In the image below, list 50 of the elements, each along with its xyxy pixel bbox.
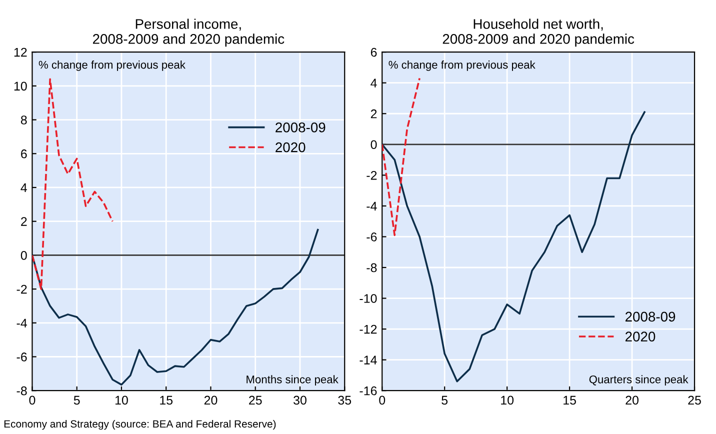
y-tick-label: -6 [366,232,377,242]
chart-title: Personal income, 2008-2009 and 2020 pandemic [92,18,284,47]
x-tick-label: 10 [501,396,514,405]
legend-label: 2020 [626,332,656,342]
text: Economy and Strategy (source: BEA and Federal Reserve) [4,420,276,430]
legend-label: 2008-09 [626,312,676,322]
chart-title: Household net worth, 2008-2009 and 2020 pandemic [442,18,634,47]
y-tick-label: 4 [370,78,377,88]
x-tick-label: 10 [115,396,128,405]
y-tick-label: 6 [370,48,377,57]
y-tick-label: -4 [366,202,377,210]
x-tick-label: 0 [379,396,386,405]
x-tick-label: 0 [29,396,36,405]
y-tick-label: -6 [16,352,27,362]
y-tick-label: -12 [360,324,377,334]
y-tick-label: -16 [360,386,377,396]
y-tick-label: -10 [360,294,377,303]
x-tick-label: 20 [626,396,639,405]
y-tick-label: 6 [21,149,27,158]
y-tick-label: 2 [370,109,377,118]
y-tick-label: -4 [16,318,27,328]
y-tick-label: -14 [360,356,377,364]
x-tick-label: 25 [688,396,701,405]
line-series [382,77,421,236]
y-axis-title: % change from previous peak [38,60,186,71]
y-tick-label: 0 [370,140,377,150]
x-tick-label: 25 [249,396,262,405]
y-tick-label: 4 [20,183,27,192]
y-tick-label: -8 [16,386,27,396]
x-tick-label: 15 [160,396,173,405]
legend-label: 2008-09 [276,122,326,132]
x-tick-label: 20 [204,396,218,405]
y-tick-label: 8 [20,116,27,124]
y-tick-label: -2 [366,170,377,180]
y-tick-label: 0 [20,250,27,260]
y-tick-label: 10 [14,82,27,91]
y-tick-label: -2 [16,284,27,294]
y-tick-label: 2 [21,217,27,226]
x-tick-label: 30 [294,396,306,405]
y-axis-title: % change from previous peak [388,60,536,71]
x-tick-label: 5 [442,396,448,405]
y-tick-label: -8 [366,263,377,272]
x-tick-label: 35 [338,396,352,405]
x-tick-label: 5 [74,396,80,405]
y-tick-label: 12 [14,48,27,57]
line-series [32,78,114,290]
legend-label: 2020 [276,142,306,152]
x-axis-title: Months since peak [246,375,338,386]
x-tick-label: 15 [564,396,576,405]
x-axis-title: Quarters since peak [589,375,688,386]
